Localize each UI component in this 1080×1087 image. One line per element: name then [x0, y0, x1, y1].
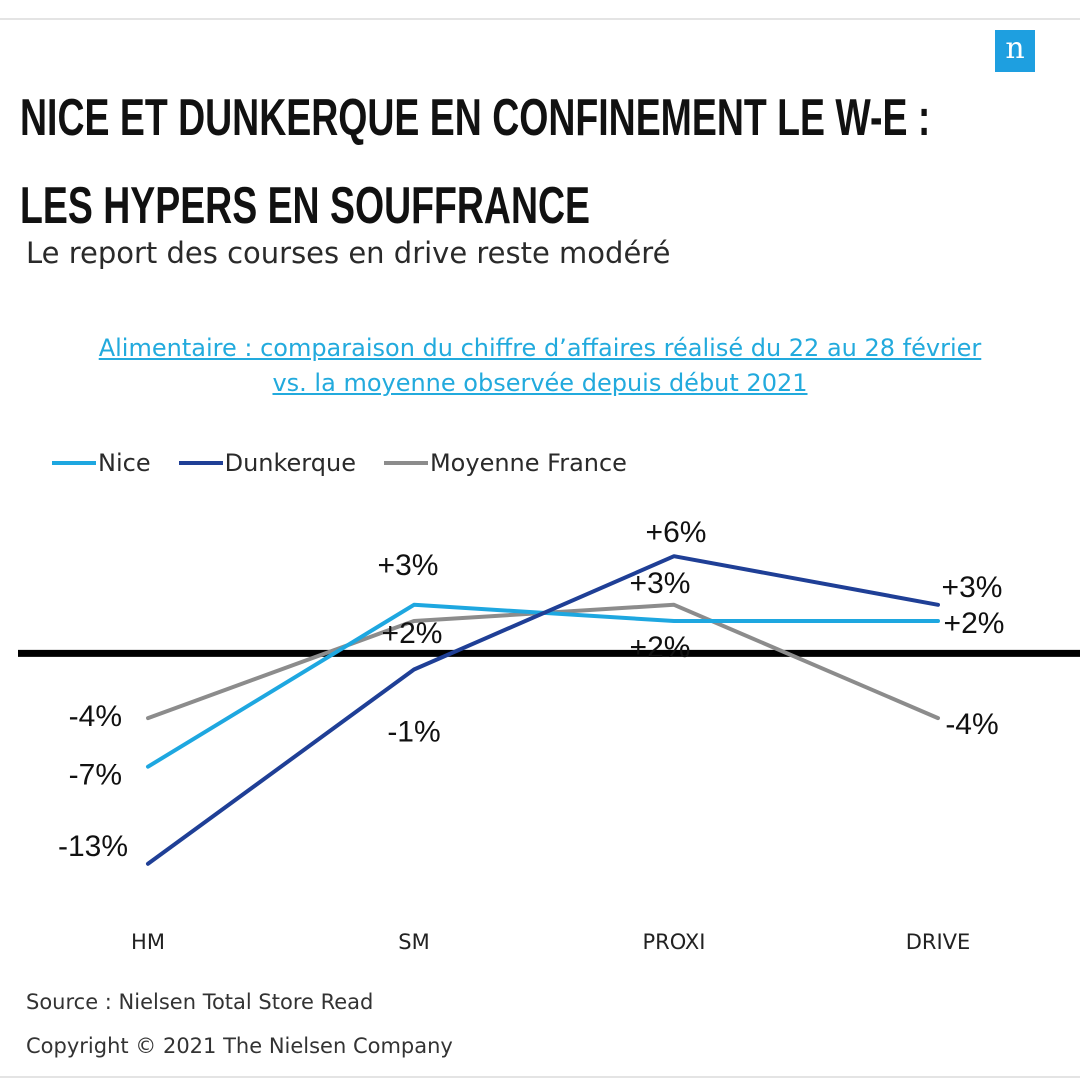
- logo-letter: n: [1005, 31, 1025, 66]
- data-label-dunkerque-drive: +3%: [942, 571, 1003, 604]
- chart-heading-link[interactable]: Alimentaire : comparaison du chiffre d’a…: [0, 331, 1080, 401]
- data-label-dunkerque-sm: -1%: [387, 716, 440, 749]
- x-tick-label-drive: DRIVE: [906, 930, 971, 954]
- legend-item-moyenne-france: Moyenne France: [383, 449, 627, 477]
- legend-item-dunkerque: Dunkerque: [178, 449, 356, 477]
- legend-label-moyenne-france: Moyenne France: [429, 449, 627, 477]
- data-label-dunkerque-hm: -13%: [58, 830, 128, 863]
- data-label-dunkerque-proxi: +6%: [646, 516, 707, 549]
- legend-item-nice: Nice: [52, 449, 151, 477]
- data-label-moyenne-france-proxi: +3%: [630, 567, 691, 600]
- source-note: Source : Nielsen Total Store Read: [26, 990, 374, 1014]
- x-tick-label-proxi: PROXI: [642, 930, 705, 954]
- bottom-border: [0, 1076, 1080, 1078]
- page-title: NICE ET DUNKERQUE EN CONFINEMENT LE W-E …: [20, 74, 931, 250]
- title-line-1: NICE ET DUNKERQUE EN CONFINEMENT LE W-E …: [20, 89, 931, 147]
- copyright-note: Copyright © 2021 The Nielsen Company: [26, 1034, 453, 1058]
- chart-legend: Nice Dunkerque Moyenne France: [52, 446, 655, 480]
- x-tick-label-sm: SM: [398, 930, 429, 954]
- subtitle: Le report des courses en drive reste mod…: [26, 236, 671, 270]
- data-label-nice-proxi: +2%: [630, 631, 691, 664]
- nielsen-logo: n: [995, 30, 1035, 72]
- legend-swatch-nice: [52, 461, 96, 465]
- chart-heading-line-2: vs. la moyenne observée depuis début 202…: [272, 369, 808, 397]
- top-border: [0, 18, 1080, 20]
- data-label-nice-sm: +3%: [378, 549, 439, 582]
- legend-label-dunkerque: Dunkerque: [224, 449, 356, 477]
- data-label-moyenne-france-hm: -4%: [69, 700, 122, 733]
- title-line-2: LES HYPERS EN SOUFFRANCE: [20, 177, 590, 235]
- data-label-moyenne-france-sm: +2%: [382, 617, 443, 650]
- chart-heading-line-1: Alimentaire : comparaison du chiffre d’a…: [98, 334, 982, 362]
- legend-label-nice: Nice: [98, 449, 151, 477]
- legend-swatch-moyenne-france: [383, 461, 428, 465]
- series-line-nice: [146, 602, 940, 769]
- data-label-moyenne-france-drive: -4%: [945, 708, 998, 741]
- data-label-nice-hm: -7%: [69, 759, 122, 792]
- series-line-dunkerque: [146, 554, 940, 866]
- line-chart: -7%+3%+2%+2%-13%-1%+6%+3%-4%+2%+3%-4%HM S…: [18, 516, 1080, 954]
- x-tick-label-hm: HM: [131, 930, 165, 954]
- legend-swatch-dunkerque: [178, 461, 223, 465]
- data-label-nice-drive: +2%: [944, 607, 1005, 640]
